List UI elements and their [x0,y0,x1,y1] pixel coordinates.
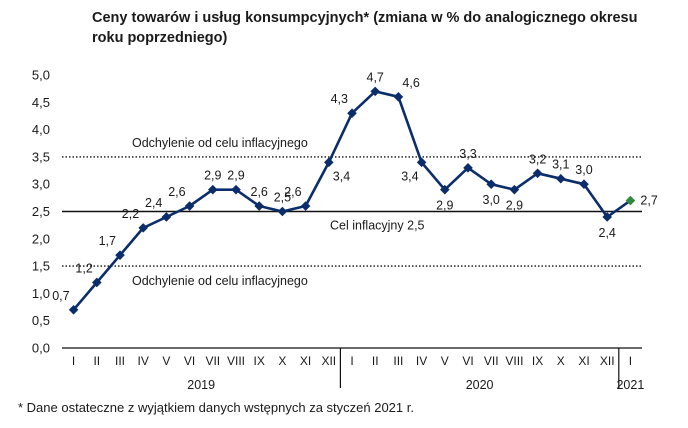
x-tick-label: V [441,354,449,368]
data-label: 2,9 [227,169,244,183]
x-tick-label: XI [578,354,589,368]
y-tick-label: 5,0 [32,68,50,83]
y-tick-label: 0,0 [32,341,50,356]
x-tick-label: V [162,354,170,368]
data-label: 4,3 [331,92,348,106]
data-point [254,201,264,211]
y-tick-label: 4,0 [32,122,50,137]
data-label: 3,0 [575,163,592,177]
data-point [161,212,172,222]
x-tick-label: III [115,354,125,368]
deviation-line-label: Odchylenie od celu inflacyjnego [132,274,308,288]
year-label: 2020 [466,378,494,392]
data-point [579,179,589,189]
data-label: 3,0 [483,193,500,207]
data-label: 2,4 [145,196,162,210]
y-tick-label: 2,5 [32,204,50,219]
chart-title: Ceny towarów i usług konsumpcyjnych* (zm… [92,10,638,46]
data-point [115,250,125,260]
data-label: 2,2 [122,207,139,221]
data-label: 2,4 [599,226,616,240]
data-point [370,86,380,97]
data-label: 1,7 [99,234,116,248]
y-tick-label: 1,5 [32,259,50,274]
x-tick-label: VI [184,354,195,368]
x-tick-label: VI [462,354,473,368]
data-point [300,201,311,211]
x-tick-label: XI [300,354,311,368]
target-line-label: Cel inflacyjny 2,5 [330,219,425,233]
data-point [509,184,520,195]
data-point [138,223,148,233]
x-tick-label: III [393,354,403,368]
data-label: 1,2 [75,261,92,275]
y-tick-label: 2,0 [32,231,50,246]
data-point [440,184,450,195]
x-tick-label: IX [254,354,265,368]
x-tick-label: XII [600,354,615,368]
y-tick-label: 3,5 [32,149,50,164]
data-point [324,157,334,168]
x-tick-label: VIII [505,354,523,368]
data-label: 2,6 [251,185,268,199]
data-point [393,92,404,102]
year-label: 2019 [187,378,215,392]
x-tick-label: II [372,354,379,368]
data-label: 0,7 [52,289,69,303]
year-label: 2021 [616,378,644,392]
y-tick-label: 4,5 [32,95,50,110]
x-tick-label: VII [205,354,220,368]
data-point [92,277,102,288]
data-label: 3,2 [529,152,546,166]
y-tick-label: 0,5 [32,313,50,328]
x-tick-label: IX [532,354,543,368]
x-tick-label: I [629,354,632,368]
data-label: 2,9 [506,199,523,213]
data-point [68,304,79,315]
y-tick-label: 1,0 [32,286,50,301]
data-point [416,157,427,168]
data-point [463,163,473,173]
x-tick-label: I [350,354,353,368]
data-point [347,108,357,119]
data-point [184,201,195,211]
x-tick-label: IV [138,354,149,368]
x-tick-label: XII [321,354,336,368]
data-label: 3,4 [333,169,350,183]
data-label: 2,9 [204,169,221,183]
data-point [231,184,241,195]
x-tick-label: IV [416,354,427,368]
data-point [486,179,496,189]
data-label: 2,5 [274,191,291,205]
data-label: 2,6 [168,185,185,199]
data-label: 4,6 [402,76,419,90]
x-tick-label: VIII [227,354,245,368]
data-label: 3,3 [459,147,476,161]
deviation-line-label: Odchylenie od celu inflacyjnego [132,136,308,150]
x-tick-label: VII [484,354,499,368]
x-tick-label: I [72,354,75,368]
preliminary-point [625,195,636,206]
data-point [277,206,288,217]
data-point [532,168,543,179]
data-label: 2,7 [640,194,657,208]
data-label: 3,1 [552,158,569,172]
data-label: 3,4 [401,169,418,183]
y-tick-label: 3,0 [32,177,50,192]
x-tick-label: X [278,354,286,368]
data-label: 2,6 [284,185,301,199]
data-label: 4,7 [367,70,384,84]
data-point [602,212,612,222]
data-point [556,173,566,184]
x-tick-label: X [557,354,565,368]
x-tick-label: II [93,354,100,368]
data-label: 2,9 [436,199,453,213]
footnote: * Dane ostateczne z wyjątkiem danych wst… [18,400,414,415]
data-point [208,184,218,195]
